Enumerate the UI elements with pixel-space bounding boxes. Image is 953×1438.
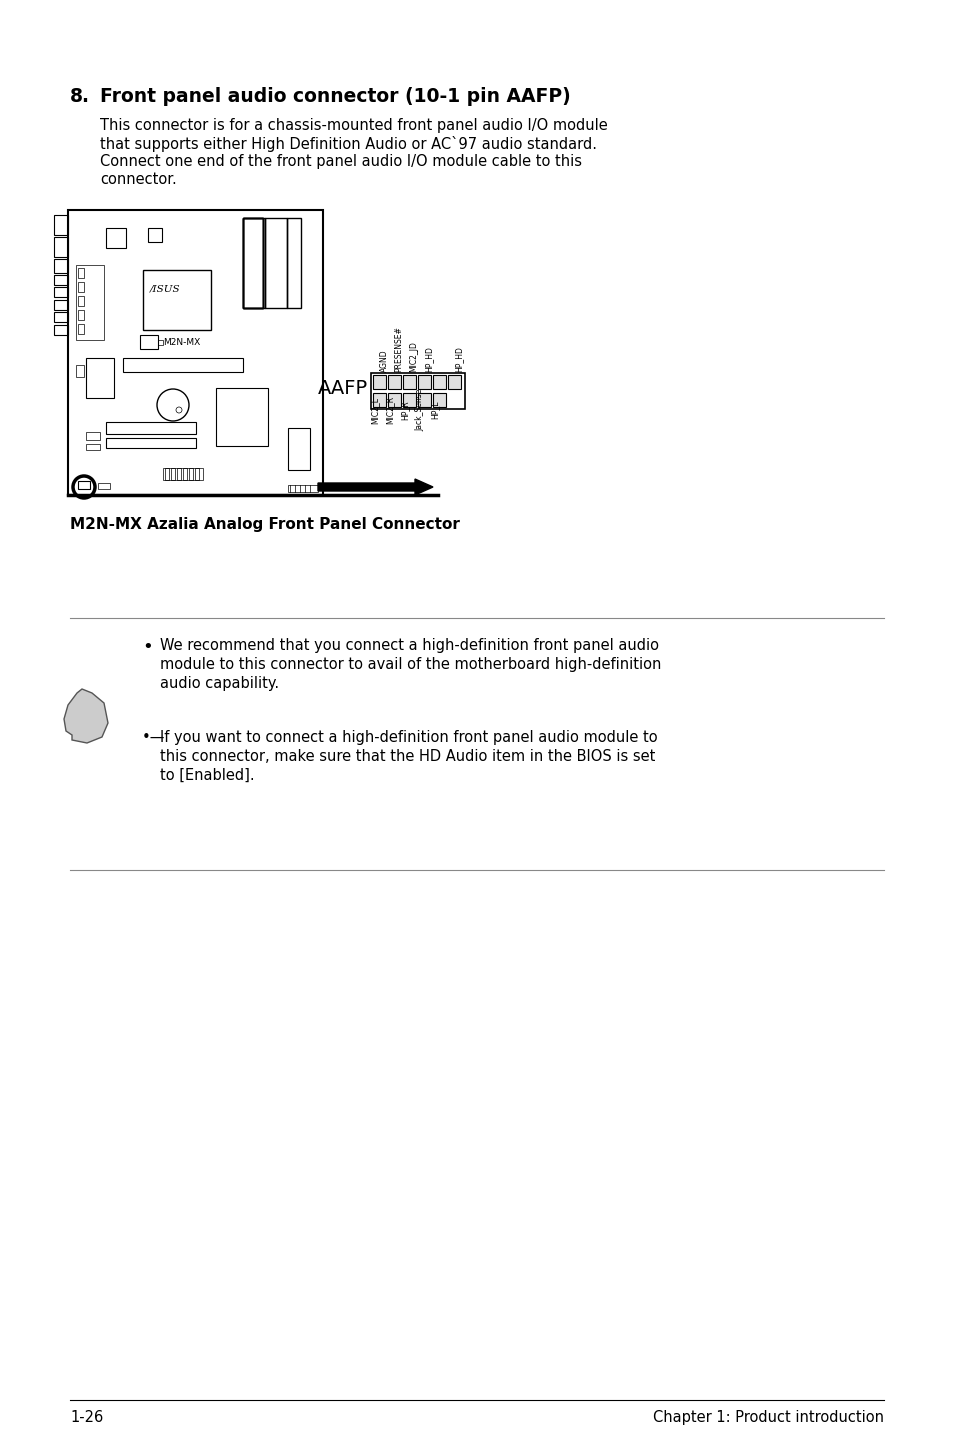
Polygon shape [64, 689, 108, 743]
Bar [287, 219, 301, 308]
Bar [177, 467, 181, 480]
Text: connector.: connector. [100, 173, 176, 187]
Text: HP_L: HP_L [430, 401, 439, 420]
Text: MIC2_R: MIC2_R [385, 395, 395, 424]
Bar [78, 282, 84, 292]
Text: this connector, make sure that the HD Audio item in the BIOS is set: this connector, make sure that the HD Au… [160, 749, 655, 764]
FancyArrow shape [317, 479, 433, 495]
Text: HP_HD: HP_HD [424, 347, 433, 372]
Bar [243, 219, 263, 308]
Bar [78, 324, 84, 334]
Bar [243, 219, 265, 308]
Bar [163, 467, 203, 480]
Text: If you want to connect a high-definition front panel audio module to: If you want to connect a high-definition… [160, 731, 657, 745]
Bar [54, 275, 68, 285]
Bar [54, 288, 68, 298]
Bar [78, 311, 84, 321]
Bar [215, 388, 268, 446]
Bar [288, 429, 310, 470]
Text: AGND: AGND [379, 349, 388, 372]
Bar [86, 431, 100, 440]
Bar [76, 265, 104, 339]
Text: This connector is for a chassis-mounted front panel audio I/O module: This connector is for a chassis-mounted … [100, 118, 607, 132]
Bar [106, 439, 195, 449]
Bar [433, 393, 446, 407]
Bar [143, 270, 211, 329]
Bar [54, 325, 68, 335]
Bar [371, 372, 464, 408]
Text: M2N-MX: M2N-MX [163, 338, 200, 347]
Bar [388, 375, 400, 390]
Bar [106, 421, 195, 434]
Text: MIC2_L: MIC2_L [370, 397, 379, 424]
Bar [148, 229, 162, 242]
Bar [98, 483, 110, 489]
Bar [171, 467, 174, 480]
Bar [388, 393, 400, 407]
Circle shape [73, 476, 95, 498]
Text: Jack_Sense: Jack_Sense [416, 388, 424, 431]
Text: PRESENSE#: PRESENSE# [395, 326, 403, 372]
Bar [417, 393, 431, 407]
Bar [183, 467, 187, 480]
Text: We recommend that you connect a high-definition front panel audio: We recommend that you connect a high-def… [160, 638, 659, 653]
Bar [76, 365, 84, 377]
Bar [140, 335, 158, 349]
Bar [78, 267, 84, 278]
Text: to [Enabled].: to [Enabled]. [160, 768, 254, 784]
Text: 8.: 8. [70, 88, 90, 106]
Text: Front panel audio connector (10-1 pin AAFP): Front panel audio connector (10-1 pin AA… [100, 88, 570, 106]
Bar [402, 393, 416, 407]
Bar [417, 375, 431, 390]
Bar [373, 375, 386, 390]
Bar [243, 219, 263, 308]
Bar [54, 216, 68, 234]
Bar [189, 467, 193, 480]
Bar [402, 375, 416, 390]
Text: AAFP: AAFP [317, 380, 368, 398]
Bar [265, 219, 287, 308]
Text: •—: •— [142, 731, 165, 745]
Bar [86, 444, 100, 450]
Bar [243, 219, 263, 308]
Text: audio capability.: audio capability. [160, 676, 279, 692]
Text: Chapter 1: Product introduction: Chapter 1: Product introduction [652, 1411, 883, 1425]
Text: HP_HD: HP_HD [454, 347, 463, 372]
Text: MIC2_JD: MIC2_JD [409, 341, 418, 372]
Bar [54, 301, 68, 311]
Text: module to this connector to avail of the motherboard high-definition: module to this connector to avail of the… [160, 657, 660, 672]
Bar [288, 485, 317, 492]
Text: •: • [142, 638, 152, 656]
Text: that supports either High Definition Audio or AC`97 audio standard.: that supports either High Definition Aud… [100, 137, 597, 152]
Bar [123, 358, 243, 372]
Bar [165, 467, 169, 480]
Bar [78, 480, 90, 489]
Text: 1-26: 1-26 [70, 1411, 103, 1425]
Bar [243, 219, 263, 308]
Bar [194, 467, 199, 480]
Bar [54, 259, 68, 273]
Bar [373, 393, 386, 407]
Text: /ISUS: /ISUS [150, 285, 180, 293]
Bar [106, 229, 126, 247]
Text: Connect one end of the front panel audio I/O module cable to this: Connect one end of the front panel audio… [100, 154, 581, 170]
Text: M2N-MX Azalia Analog Front Panel Connector: M2N-MX Azalia Analog Front Panel Connect… [70, 518, 459, 532]
Bar [68, 210, 323, 495]
Bar [243, 219, 263, 308]
Bar [433, 375, 446, 390]
Bar [78, 296, 84, 306]
Bar [243, 219, 263, 308]
Bar [54, 237, 68, 257]
Bar [86, 358, 113, 398]
Text: HP_R: HP_R [400, 400, 409, 420]
Bar [54, 312, 68, 322]
Bar [448, 375, 460, 390]
Bar [158, 339, 163, 345]
